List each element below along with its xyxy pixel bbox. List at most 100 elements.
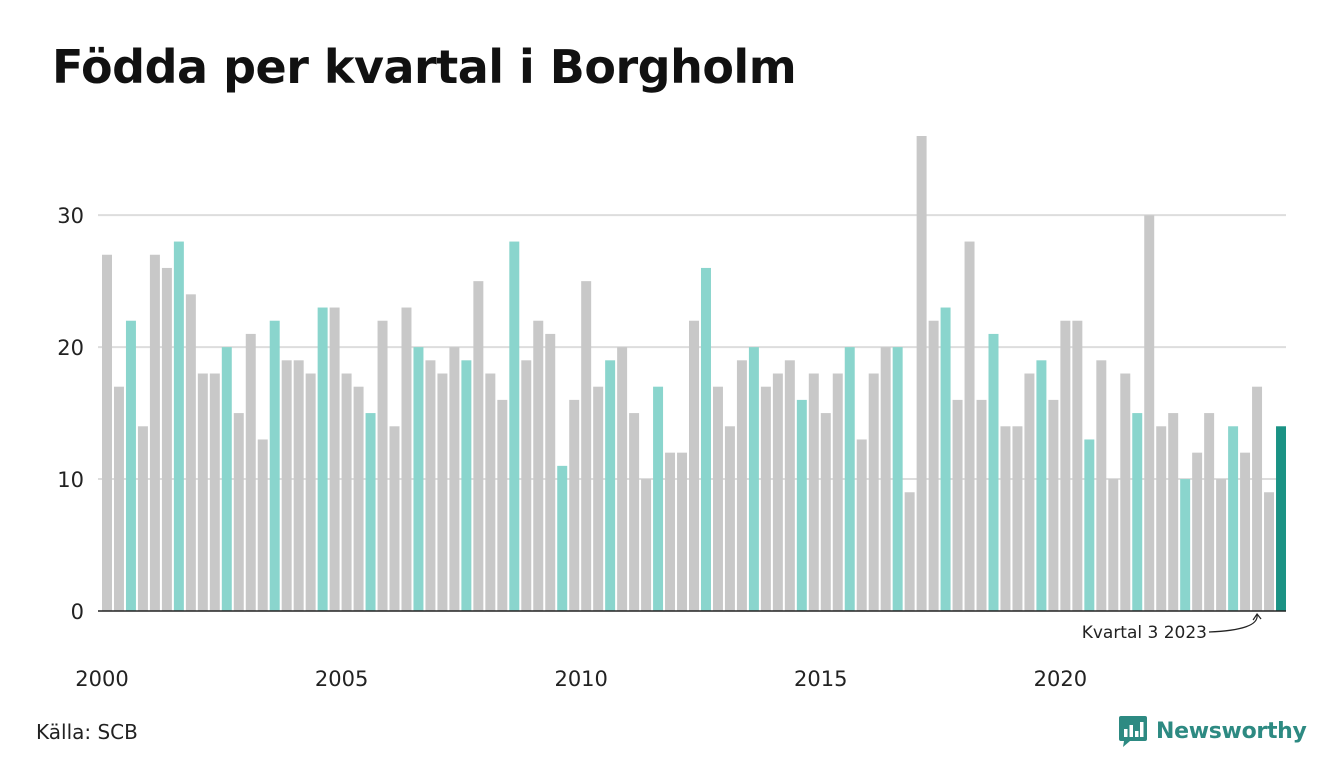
bar (509, 241, 520, 611)
bar (461, 360, 472, 611)
bar (712, 386, 723, 611)
chart-title: Födda per kvartal i Borgholm (52, 40, 797, 94)
bar (473, 281, 484, 611)
bar (1060, 320, 1071, 611)
bar (617, 347, 628, 611)
bar (964, 241, 975, 611)
bar (605, 360, 616, 611)
bar (904, 492, 915, 611)
bar (233, 413, 244, 611)
bar (365, 413, 376, 611)
bar (1216, 479, 1227, 611)
bar (1096, 360, 1107, 611)
bar (641, 479, 652, 611)
bar (389, 426, 400, 611)
bar (653, 386, 664, 611)
bar (1012, 426, 1023, 611)
bar (197, 373, 208, 611)
bar (437, 373, 448, 611)
bar (449, 347, 460, 611)
bar (796, 399, 807, 611)
source-note: Källa: SCB (36, 720, 138, 744)
bar (1108, 479, 1119, 611)
y-tick-label: 0 (71, 600, 84, 624)
bar (293, 360, 304, 611)
bar (629, 413, 640, 611)
bar (1180, 479, 1191, 611)
bar (1168, 413, 1179, 611)
bar (1156, 426, 1167, 611)
bar (149, 254, 160, 611)
bar (1204, 413, 1215, 611)
bar (784, 360, 795, 611)
bar (856, 439, 867, 611)
bar (748, 347, 759, 611)
bar (1264, 492, 1275, 611)
bar (425, 360, 436, 611)
bar (1240, 452, 1251, 611)
bar (988, 333, 999, 611)
bar (1132, 413, 1143, 611)
bar (102, 254, 112, 611)
bar (245, 333, 256, 611)
annotation-arrow (1208, 614, 1258, 633)
bar (557, 465, 568, 611)
bar (724, 426, 735, 611)
bar (1144, 215, 1155, 612)
bar (125, 320, 136, 611)
bar (1072, 320, 1083, 611)
bar (185, 294, 196, 611)
bar (569, 399, 580, 611)
bars (102, 136, 1286, 612)
bar (1024, 373, 1035, 611)
bar (772, 373, 783, 611)
axes: 0 10 20 30 2000 2005 2010 2015 2020 (57, 204, 1286, 691)
bar (173, 241, 184, 611)
bar (521, 360, 532, 611)
y-tick-label: 20 (57, 336, 84, 360)
bar (593, 386, 604, 611)
bar-latest (1276, 426, 1286, 611)
bar (976, 399, 987, 611)
bar (377, 320, 388, 611)
bar (257, 439, 268, 611)
bar (1192, 452, 1203, 611)
bar (221, 347, 232, 611)
bar (880, 347, 891, 611)
bar (940, 307, 951, 611)
bar (952, 399, 963, 611)
bar (760, 386, 771, 611)
bar (892, 347, 903, 611)
bar (581, 281, 592, 611)
bar (1084, 439, 1095, 611)
bar (545, 333, 556, 611)
bar (916, 136, 927, 611)
bar (269, 320, 280, 611)
bar (497, 399, 508, 611)
bar (353, 386, 364, 611)
bar (1228, 426, 1239, 611)
bar (1252, 386, 1263, 611)
x-tick-label: 2010 (554, 667, 607, 691)
x-tick-label: 2000 (75, 667, 128, 691)
bar (1036, 360, 1047, 611)
bar (485, 373, 496, 611)
bar (209, 373, 220, 611)
x-tick-label: 2015 (794, 667, 847, 691)
bar (413, 347, 424, 611)
bar (832, 373, 843, 611)
bar (401, 307, 412, 611)
bar (317, 307, 328, 611)
bar (868, 373, 879, 611)
bar (1120, 373, 1131, 611)
brand-logo: Newsworthy (1118, 714, 1307, 748)
bar (113, 386, 124, 611)
bar (665, 452, 676, 611)
bar (161, 267, 172, 611)
bar (844, 347, 855, 611)
bar (137, 426, 148, 611)
bar (820, 413, 831, 611)
bar (281, 360, 292, 611)
bar (808, 373, 819, 611)
